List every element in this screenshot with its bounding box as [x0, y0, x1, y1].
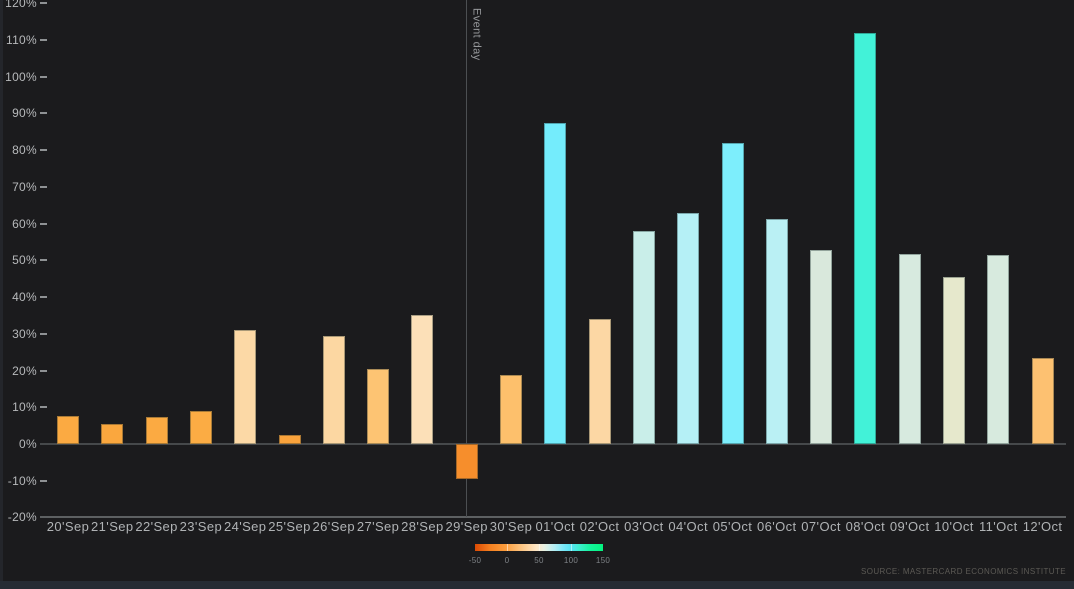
- x-axis-tick-label: 30'Sep: [489, 519, 533, 534]
- x-axis-tick-label: 02'Oct: [579, 519, 620, 534]
- color-scale-legend: -50 0 50 100 150: [469, 544, 610, 565]
- y-axis-tick-mark: [40, 259, 47, 262]
- x-axis-tick-label: 01'Oct: [535, 519, 576, 534]
- y-axis-tick-label: 60%: [12, 216, 37, 231]
- legend-tick-label: 0: [504, 556, 510, 565]
- bar-04'Oct[interactable]: [677, 213, 700, 444]
- y-axis-tick-label: 30%: [12, 326, 37, 341]
- y-axis-tick-label: 80%: [12, 143, 37, 158]
- x-axis-tick-label: 06'Oct: [757, 519, 797, 534]
- y-axis-tick-mark: [40, 369, 47, 372]
- event-day-label: Event day: [470, 8, 483, 61]
- color-gradient-bar: [475, 544, 603, 551]
- event-day-line: [466, 0, 468, 518]
- y-axis-tick-mark: [40, 38, 47, 41]
- y-axis-tick-label: 70%: [12, 179, 37, 194]
- x-axis-tick-label: 26'Sep: [312, 519, 356, 534]
- x-axis-tick-label: 10'Oct: [934, 519, 974, 534]
- legend-tick-label: 50: [534, 556, 544, 565]
- bar-06'Oct[interactable]: [765, 219, 788, 444]
- x-axis-tick-label: 04'Oct: [668, 519, 708, 534]
- y-axis-tick-label: -20%: [7, 510, 37, 525]
- y-axis-tick-label: 90%: [12, 106, 37, 121]
- bar-30'Sep[interactable]: [500, 374, 522, 444]
- y-axis-tick-mark: [40, 185, 47, 188]
- bar-24'Sep[interactable]: [234, 330, 257, 444]
- y-axis-tick-mark: [40, 75, 47, 78]
- zero-axis-line: [40, 443, 1066, 445]
- y-axis-tick-mark: [40, 2, 47, 5]
- bar-22'Sep[interactable]: [145, 416, 168, 444]
- bar-05'Oct[interactable]: [721, 142, 744, 444]
- x-axis-tick-label: 22'Sep: [135, 519, 178, 534]
- x-axis-tick-label: 09'Oct: [889, 519, 930, 534]
- bar-09'Oct[interactable]: [898, 254, 921, 444]
- source-caption: SOURCE: MASTERCARD ECONOMICS INSTITUTE: [861, 567, 1066, 576]
- y-axis-tick-label: 110%: [5, 32, 37, 47]
- x-axis-tick-label: 27'Sep: [356, 519, 400, 534]
- x-axis-tick-label: 29'Sep: [445, 519, 488, 534]
- bar-10'Oct[interactable]: [943, 277, 965, 444]
- bar-28'Sep[interactable]: [411, 314, 434, 444]
- y-axis-tick-mark: [40, 149, 47, 152]
- legend-segment-separator: [538, 544, 540, 551]
- bar-12'Oct[interactable]: [1031, 358, 1054, 444]
- bar-23'Sep[interactable]: [189, 410, 212, 444]
- y-axis-tick-label: 50%: [12, 253, 37, 268]
- bar-21'Sep[interactable]: [101, 424, 124, 444]
- y-axis-tick-label: 120%: [5, 0, 37, 11]
- bar-26'Sep[interactable]: [322, 335, 345, 444]
- bar-08'Oct[interactable]: [854, 32, 877, 444]
- y-axis-tick-label: 10%: [12, 400, 37, 415]
- bar-01'Oct[interactable]: [544, 122, 567, 444]
- y-axis-tick-mark: [40, 332, 47, 335]
- bar-07'Oct[interactable]: [810, 250, 833, 444]
- y-axis-tick-label: 40%: [12, 290, 37, 305]
- legend-tick-label: 100: [563, 556, 579, 565]
- y-axis-tick-label: 20%: [12, 363, 37, 378]
- x-axis-tick-label: 12'Oct: [1022, 519, 1063, 534]
- bar-27'Sep[interactable]: [367, 369, 390, 444]
- y-axis-tick-label: -10%: [7, 473, 37, 488]
- y-axis-tick-mark: [40, 296, 47, 299]
- bar-25'Sep[interactable]: [278, 434, 301, 444]
- x-axis-tick-label: 08'Oct: [845, 519, 886, 534]
- y-axis-tick-mark: [40, 112, 47, 115]
- x-axis-tick-label: 28'Sep: [401, 519, 444, 534]
- x-axis-tick-label: 05'Oct: [712, 519, 753, 534]
- x-axis-tick-label: 21'Sep: [91, 519, 134, 534]
- y-axis-tick-mark: [40, 406, 47, 409]
- legend-segment-separator: [570, 544, 572, 551]
- x-axis-tick-label: 24'Sep: [223, 519, 267, 534]
- legend-tick-label: -50: [468, 556, 482, 565]
- bar-11'Oct[interactable]: [987, 254, 1010, 444]
- left-edge-strip: [0, 0, 3, 589]
- x-axis-tick-label: 07'Oct: [801, 519, 841, 534]
- bar-02'Oct[interactable]: [588, 318, 611, 444]
- y-axis-tick-label: 0%: [19, 437, 37, 451]
- y-axis-tick-mark: [40, 479, 47, 482]
- y-axis-tick-mark: [40, 222, 47, 225]
- legend-tick-label: 150: [595, 556, 611, 565]
- y-axis-tick-label: 100%: [5, 69, 37, 84]
- x-axis-tick-label: 11'Oct: [978, 519, 1018, 534]
- x-axis-tick-label: 25'Sep: [268, 519, 311, 534]
- bar-29'Sep[interactable]: [455, 444, 478, 479]
- x-axis-tick-label: 23'Sep: [179, 519, 223, 534]
- bottom-strip: [0, 581, 1074, 589]
- bar-20'Sep[interactable]: [57, 415, 79, 444]
- bottom-axis-line: [40, 516, 1066, 519]
- legend-segment-separator: [506, 544, 508, 551]
- x-axis-tick-label: 20'Sep: [46, 519, 90, 534]
- bar-03'Oct[interactable]: [632, 231, 655, 444]
- x-axis-tick-label: 03'Oct: [624, 519, 664, 534]
